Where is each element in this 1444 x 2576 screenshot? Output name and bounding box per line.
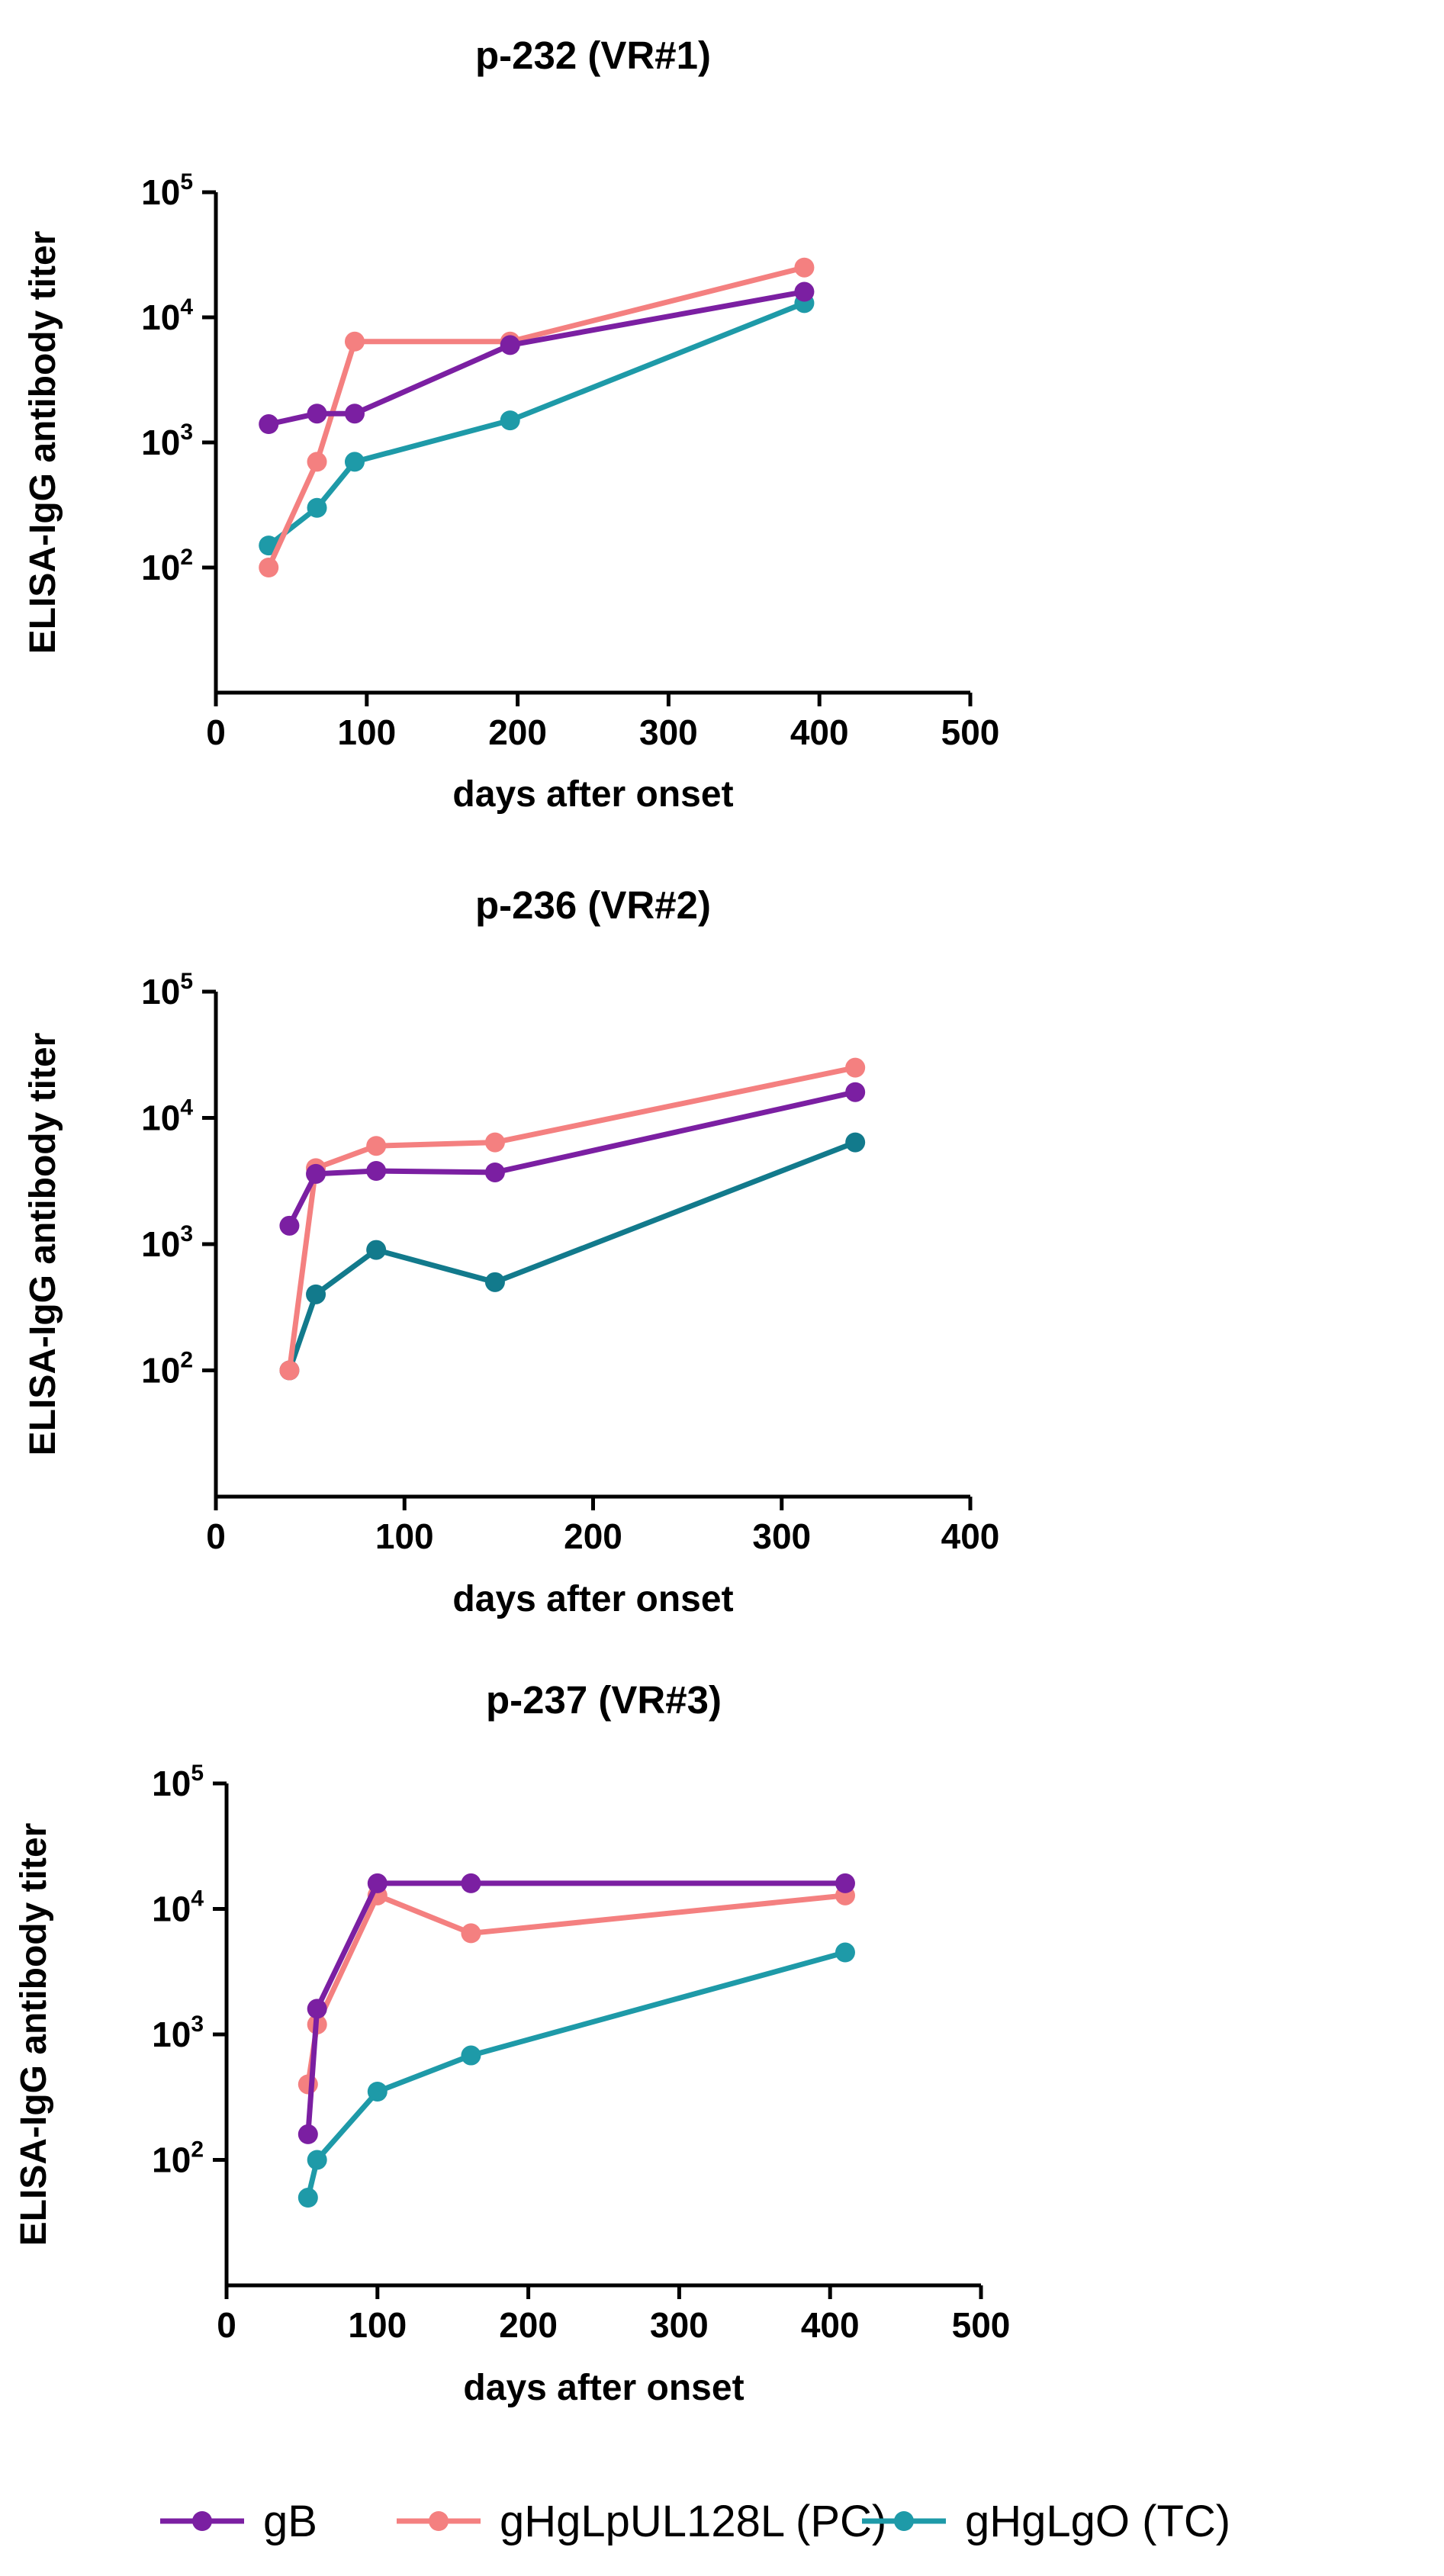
x-tick-label: 100	[337, 712, 396, 752]
y-axis-title: ELISA-IgG antibody titer	[23, 231, 63, 654]
legend-label: gHgLpUL128L (PC)	[500, 2497, 886, 2546]
data-point	[306, 1163, 326, 1184]
series-gb	[297, 1873, 855, 2144]
chart-panel-2: p-236 (VR#2) 0 100 200 300 400 102 103 104 105 day…	[23, 883, 999, 1619]
data-point	[297, 2188, 318, 2208]
data-point	[367, 2082, 388, 2102]
x-tick-label: 100	[348, 2305, 407, 2345]
legend-swatch-marker	[894, 2511, 914, 2531]
x-tick-label: 400	[801, 2305, 860, 2345]
data-point	[259, 414, 279, 435]
x-tick-label: 300	[752, 1516, 811, 1556]
data-point	[484, 1272, 505, 1292]
y-tick-label: 105	[141, 969, 193, 1011]
legend-item: gB	[160, 2497, 317, 2546]
y-tick-label: 103	[152, 2012, 204, 2054]
x-tick-label: 200	[488, 712, 547, 752]
y-tick-label: 103	[141, 420, 193, 462]
data-point	[835, 1873, 855, 1893]
y-axis-title: ELISA-IgG antibody titer	[14, 1823, 54, 2246]
y-axis-title: ELISA-IgG antibody titer	[23, 1033, 63, 1456]
x-tick-label: 0	[206, 712, 226, 752]
data-point	[259, 558, 279, 577]
data-point	[484, 1132, 505, 1153]
data-point	[344, 404, 365, 424]
legend-item: gHgLpUL128L (PC)	[397, 2497, 886, 2546]
y-tick-label: 102	[141, 545, 193, 587]
data-point	[461, 2045, 481, 2066]
legend-item: gHgLgO (TC)	[862, 2497, 1230, 2546]
data-point	[461, 1873, 481, 1893]
x-tick-label: 300	[650, 2305, 709, 2345]
x-axis-title: days after onset	[452, 774, 733, 815]
legend-swatch-marker	[429, 2511, 449, 2531]
chart-panel-3: p-237 (VR#3) 0 100 200 300 400 500 102 103 104 105…	[14, 1678, 1010, 2408]
x-tick-label: 200	[499, 2305, 558, 2345]
data-point	[461, 1923, 481, 1944]
chart-title: p-232 (VR#1)	[475, 34, 711, 77]
data-point	[366, 1161, 387, 1182]
y-tick-label: 102	[152, 2137, 204, 2180]
x-tick-label: 100	[375, 1516, 434, 1556]
data-point	[484, 1162, 505, 1182]
x-tick-label: 300	[639, 712, 698, 752]
series-gb	[279, 1082, 866, 1236]
y-tick-label: 105	[141, 169, 193, 212]
legend: gB gHgLpUL128L (PC) gHgLgO (TC)	[160, 2497, 1230, 2546]
series-ghglgo-tc-	[297, 1942, 855, 2208]
chart-panel-1: p-232 (VR#1) 0 100 200 300 400 500 102 103 104 105…	[23, 34, 999, 815]
series-gb	[259, 281, 815, 435]
x-tick-label: 0	[206, 1516, 226, 1556]
y-tick-label: 103	[141, 1221, 193, 1264]
data-point	[297, 2124, 318, 2144]
data-point	[297, 2074, 318, 2095]
data-point	[366, 1136, 387, 1156]
data-point	[794, 281, 815, 302]
legend-label: gHgLgO (TC)	[965, 2497, 1230, 2546]
data-point	[307, 452, 327, 472]
data-point	[500, 335, 520, 355]
data-point	[279, 1215, 300, 1236]
data-point	[307, 497, 327, 518]
y-tick-label: 102	[141, 1348, 193, 1391]
x-axis-title: days after onset	[463, 2368, 744, 2408]
data-point	[500, 410, 520, 431]
data-point	[367, 1873, 388, 1893]
data-point	[835, 1942, 855, 1963]
data-point	[344, 331, 365, 352]
chart-title: p-236 (VR#2)	[475, 883, 711, 927]
legend-swatch-marker	[192, 2511, 212, 2531]
data-point	[306, 1284, 326, 1304]
x-tick-label: 200	[564, 1516, 622, 1556]
y-tick-label: 105	[152, 1761, 204, 1803]
x-tick-label: 500	[941, 712, 1000, 752]
x-tick-label: 400	[941, 1516, 1000, 1556]
data-point	[279, 1360, 300, 1381]
data-point	[366, 1240, 387, 1260]
data-point	[845, 1057, 866, 1078]
x-tick-label: 0	[217, 2305, 236, 2345]
y-tick-label: 104	[141, 1095, 193, 1138]
data-point	[794, 257, 815, 278]
y-tick-label: 104	[152, 1886, 204, 1929]
data-point	[845, 1132, 866, 1153]
data-point	[307, 404, 327, 424]
chart-panels: p-232 (VR#1) 0 100 200 300 400 500 102 103 104 105…	[14, 34, 1010, 2408]
data-point	[307, 2150, 327, 2170]
y-tick-label: 104	[141, 294, 193, 337]
data-point	[845, 1082, 866, 1102]
data-point	[307, 1999, 327, 2019]
chart-title: p-237 (VR#3)	[486, 1678, 722, 1722]
x-tick-label: 500	[952, 2305, 1011, 2345]
x-tick-label: 400	[790, 712, 849, 752]
x-axis-title: days after onset	[452, 1579, 733, 1619]
data-point	[344, 452, 365, 472]
legend-label: gB	[263, 2497, 317, 2546]
